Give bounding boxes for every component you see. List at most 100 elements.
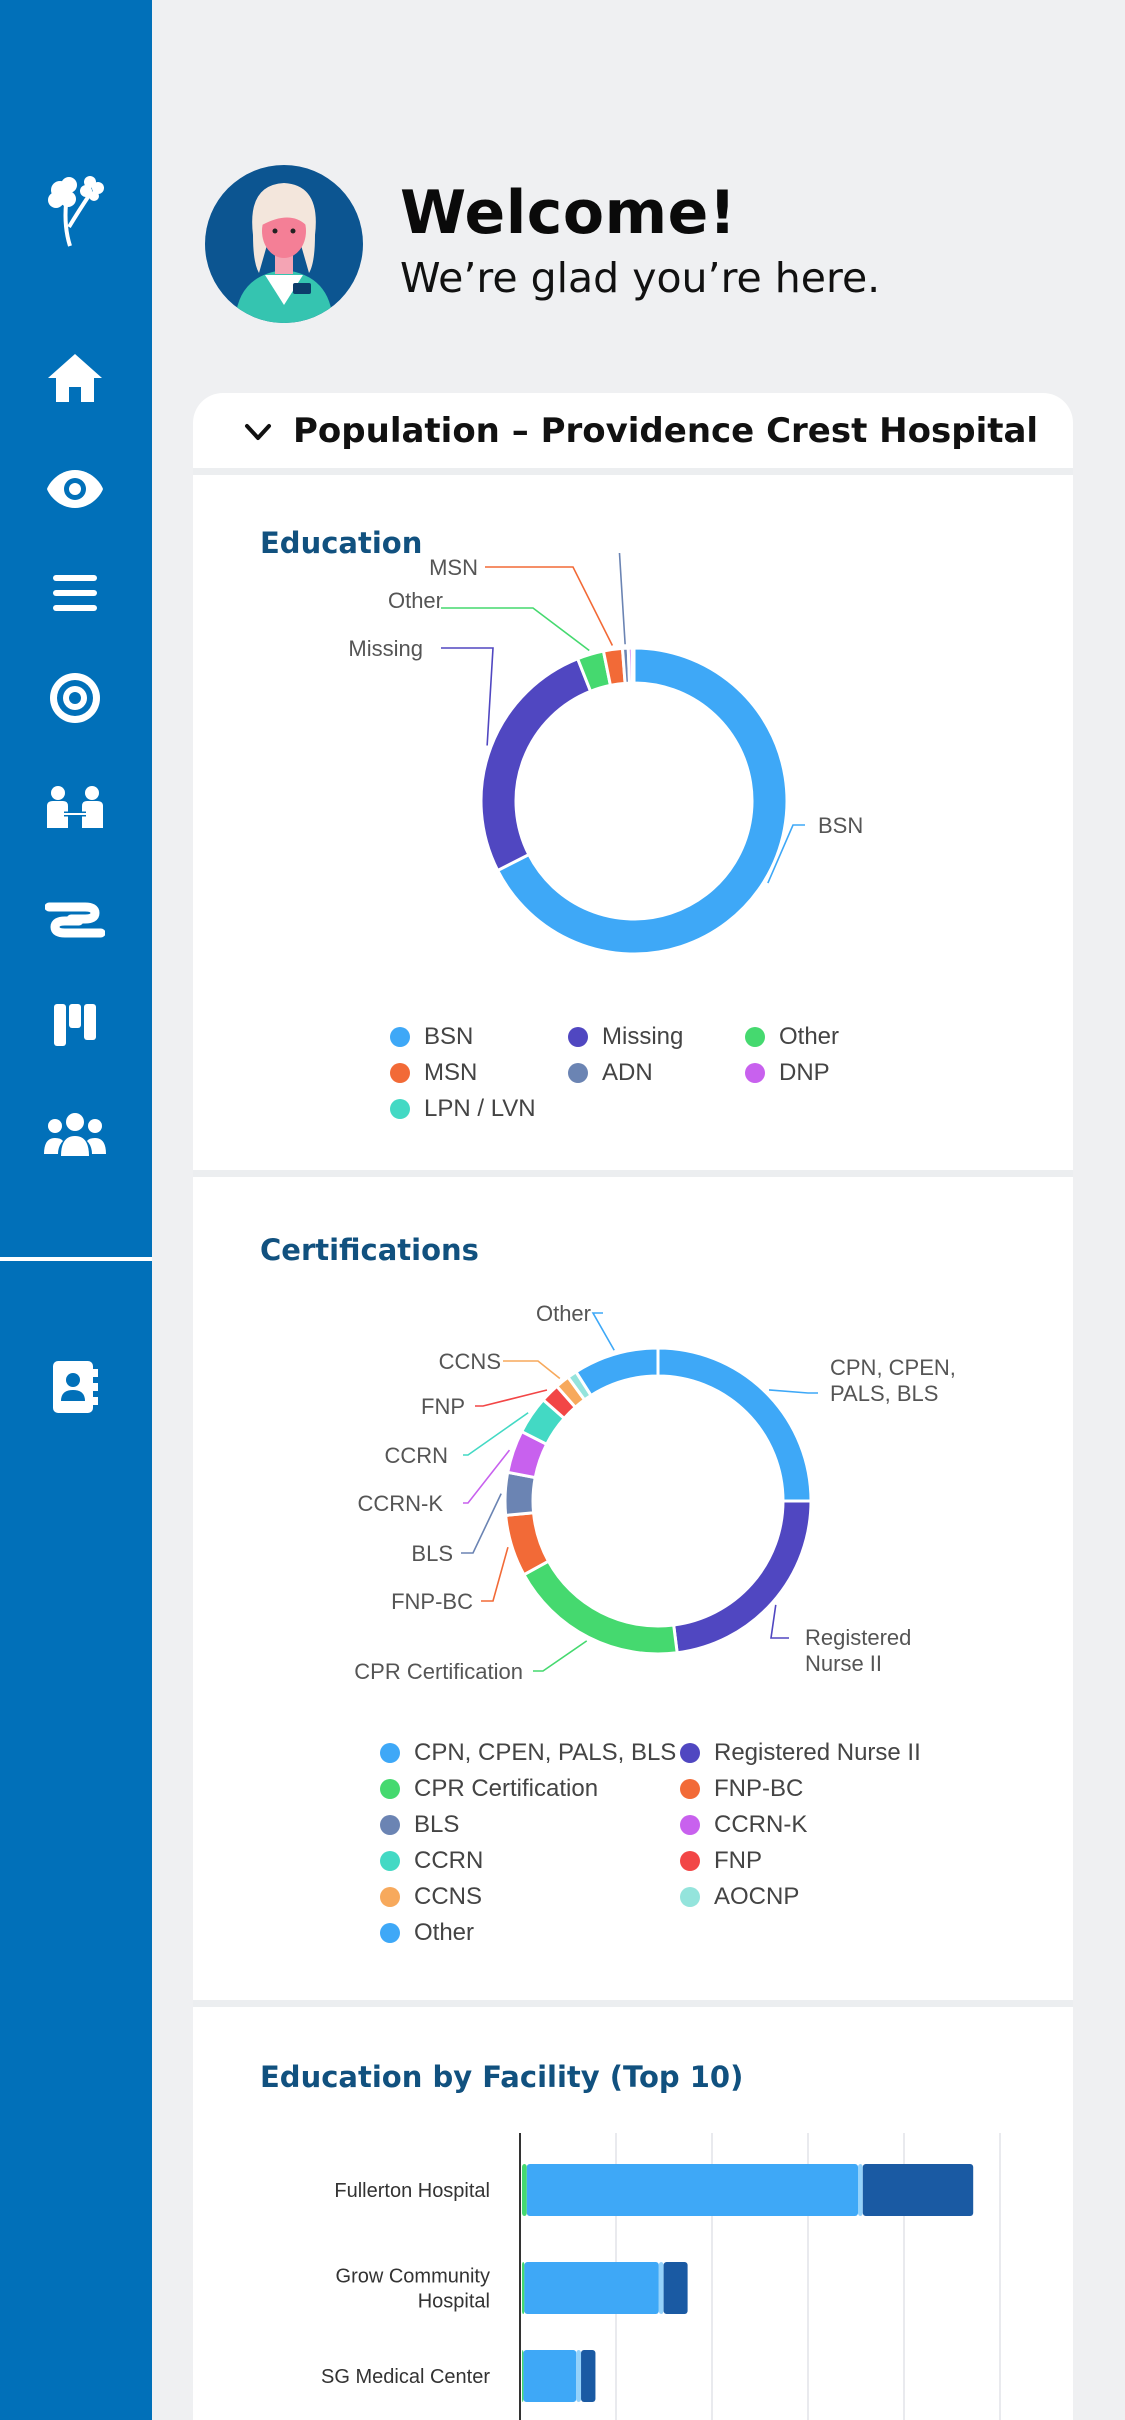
logo-icon[interactable] bbox=[40, 175, 110, 247]
certifications-legend-dot bbox=[380, 1743, 400, 1763]
education-legend-label: Missing bbox=[602, 1023, 684, 1050]
facility-bar-bsn[interactable] bbox=[524, 2262, 659, 2314]
certifications-legend-item[interactable]: CPN, CPEN, PALS, BLS bbox=[380, 1739, 676, 1767]
chevron-down-icon[interactable] bbox=[241, 415, 275, 449]
home-icon[interactable] bbox=[40, 343, 110, 413]
certifications-legend-item[interactable]: CCRN-K bbox=[680, 1811, 807, 1839]
education-legend-item[interactable]: LPN / LVN bbox=[390, 1095, 536, 1123]
menu-icon[interactable] bbox=[40, 558, 110, 628]
certifications-callout-label: PALS, BLS bbox=[830, 1381, 938, 1406]
education-legend-dot bbox=[390, 1027, 410, 1047]
education-legend-label: DNP bbox=[779, 1059, 830, 1086]
certifications-callout-label: FNP bbox=[421, 1394, 465, 1419]
certifications-legend-dot bbox=[380, 1779, 400, 1799]
education-callout-label: Missing bbox=[348, 636, 423, 661]
facility-bar-adn[interactable] bbox=[663, 2262, 688, 2314]
facility-bar-bsn[interactable] bbox=[526, 2164, 858, 2216]
divider bbox=[193, 1170, 1073, 1177]
certifications-slice-bls[interactable] bbox=[503, 1470, 537, 1518]
education-legend-item[interactable]: MSN bbox=[390, 1059, 477, 1087]
facility-category-label: Fullerton Hospital bbox=[334, 2180, 490, 2202]
certifications-slice-cpr-certification[interactable] bbox=[521, 1559, 679, 1656]
education-legend-label: BSN bbox=[424, 1023, 474, 1050]
facility-bar-other[interactable] bbox=[658, 2262, 664, 2314]
facility-bar-adn[interactable] bbox=[862, 2164, 974, 2216]
facility-bar-missing[interactable] bbox=[522, 2350, 524, 2402]
facility-bar-other[interactable] bbox=[858, 2164, 863, 2216]
card-header[interactable]: Population – Providence Crest Hospital bbox=[193, 393, 1073, 471]
certifications-legend-item[interactable]: FNP-BC bbox=[680, 1775, 803, 1803]
certifications-legend-label: CCNS bbox=[414, 1883, 483, 1910]
education-callout-line bbox=[441, 647, 494, 746]
certifications-legend-item[interactable]: Registered Nurse II bbox=[680, 1739, 921, 1767]
certifications-legend-label: Registered Nurse II bbox=[714, 1739, 921, 1766]
facility-bar-other[interactable] bbox=[576, 2350, 582, 2402]
education-legend-item[interactable]: Other bbox=[745, 1023, 839, 1051]
education-callout-line bbox=[485, 566, 614, 646]
education-callout-line bbox=[441, 607, 590, 652]
certifications-callout-line bbox=[463, 1412, 529, 1456]
certifications-legend-item[interactable]: FNP bbox=[680, 1847, 762, 1875]
education-legend-item[interactable]: Missing bbox=[568, 1023, 683, 1051]
education-legend-label: MSN bbox=[424, 1059, 478, 1086]
facility-bar-chart: Fullerton Hospital Grow Community Hospital… bbox=[321, 2133, 1001, 2420]
education-legend-item[interactable]: BSN bbox=[390, 1023, 473, 1051]
sidebar-divider bbox=[0, 1257, 152, 1261]
education-legend-item[interactable]: DNP bbox=[745, 1059, 830, 1087]
eye-icon[interactable] bbox=[40, 454, 110, 524]
education-legend-item[interactable]: ADN bbox=[568, 1059, 653, 1087]
certifications-legend-item[interactable]: CCNS bbox=[380, 1883, 482, 1911]
certifications-slice-other[interactable] bbox=[573, 1346, 660, 1398]
education-slice-lpn-lvn[interactable] bbox=[630, 646, 636, 685]
certifications-legend-label: BLS bbox=[414, 1811, 460, 1838]
people-connect-icon[interactable] bbox=[40, 775, 110, 845]
certifications-legend-item[interactable]: Other bbox=[380, 1919, 474, 1947]
certifications-legend-label: FNP-BC bbox=[714, 1775, 804, 1802]
certifications-legend-dot bbox=[680, 1815, 700, 1835]
contacts-icon[interactable] bbox=[40, 1352, 110, 1422]
education-legend-dot bbox=[745, 1063, 765, 1083]
certifications-callout-label: CPN, CPEN, bbox=[830, 1355, 956, 1380]
sidebar bbox=[0, 0, 152, 2420]
certifications-legend-item[interactable]: CPR Certification bbox=[380, 1775, 598, 1803]
certifications-legend-label: Other bbox=[414, 1919, 475, 1946]
certifications-legend-item[interactable]: CCRN bbox=[380, 1847, 483, 1875]
facility-bar-adn[interactable] bbox=[581, 2350, 596, 2402]
certifications-slice-cpn-cpen-pals-bls[interactable] bbox=[656, 1346, 813, 1503]
certifications-callout-label: Nurse II bbox=[805, 1651, 882, 1676]
facility-bar-missing[interactable] bbox=[522, 2164, 527, 2216]
certifications-slice-registered-nurse-ii[interactable] bbox=[671, 1499, 813, 1655]
certifications-callout-label: CCNS bbox=[439, 1349, 501, 1374]
education-callout-line bbox=[618, 553, 626, 645]
education-legend-dot bbox=[390, 1099, 410, 1119]
welcome-title: Welcome! bbox=[400, 178, 737, 248]
facility-category-label: SG Medical Center bbox=[321, 2366, 490, 2388]
certifications-legend-dot bbox=[380, 1923, 400, 1943]
education-callout-label: MSN bbox=[429, 555, 478, 580]
education-legend-dot bbox=[568, 1027, 588, 1047]
certifications-legend-dot bbox=[680, 1743, 700, 1763]
education-legend-dot bbox=[745, 1027, 765, 1047]
education-title: Education bbox=[260, 526, 423, 560]
target-icon[interactable] bbox=[40, 663, 110, 733]
certifications-callout-line bbox=[591, 1312, 615, 1351]
certifications-callout-label: BLS bbox=[411, 1541, 453, 1566]
welcome-subtitle: We’re glad you’re here. bbox=[400, 254, 881, 302]
certifications-legend-label: CPN, CPEN, PALS, BLS bbox=[414, 1739, 677, 1766]
divider bbox=[193, 468, 1073, 475]
education-slice-missing[interactable] bbox=[479, 656, 593, 873]
facility-bar-missing[interactable] bbox=[522, 2262, 525, 2314]
certifications-legend-item[interactable]: BLS bbox=[380, 1811, 459, 1839]
team-icon[interactable] bbox=[40, 1100, 110, 1170]
helping-hand-icon[interactable] bbox=[40, 885, 110, 955]
certifications-callout-line bbox=[475, 1389, 548, 1407]
certifications-slice-fnp-bc[interactable] bbox=[504, 1511, 551, 1577]
education-callout-line bbox=[767, 824, 805, 884]
board-icon[interactable] bbox=[40, 990, 110, 1060]
certifications-callout-label: CCRN bbox=[384, 1443, 448, 1468]
certifications-legend-item[interactable]: AOCNP bbox=[680, 1883, 799, 1911]
education-slice-bsn[interactable] bbox=[495, 646, 789, 956]
facility-bar-bsn[interactable] bbox=[523, 2350, 577, 2402]
